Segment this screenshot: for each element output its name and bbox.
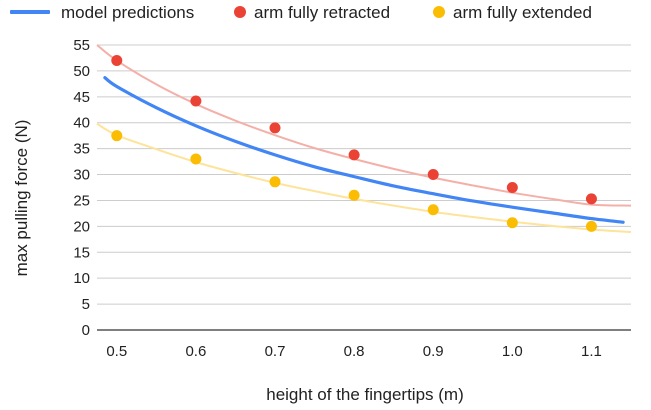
- legend: model predictions arm fully retracted arm …: [10, 3, 592, 22]
- y-tick-label: 50: [73, 63, 90, 80]
- point-arm-fully-retracted: [585, 193, 597, 205]
- point-arm-fully-retracted: [111, 55, 123, 67]
- y-tick-label: 0: [82, 322, 90, 339]
- point-arm-fully-extended: [427, 204, 439, 216]
- y-tick-label: 55: [73, 37, 90, 54]
- point-arm-fully-extended: [348, 189, 360, 201]
- data-points: [111, 55, 597, 232]
- y-tick-label: 35: [73, 141, 90, 158]
- point-arm-fully-extended: [111, 130, 123, 142]
- series-line-model-predictions: [103, 76, 625, 224]
- y-tick-label: 5: [82, 296, 90, 313]
- legend-swatch-model-predictions: [10, 10, 50, 14]
- point-arm-fully-retracted: [427, 169, 439, 181]
- x-tick-label: 0.5: [106, 343, 127, 360]
- point-arm-fully-retracted: [348, 149, 360, 161]
- trendlines: [96, 44, 632, 234]
- y-axis-title: max pulling force (N): [12, 120, 31, 277]
- legend-swatch-arm-fully-extended: [433, 6, 445, 18]
- x-tick-label: 0.8: [344, 343, 365, 360]
- trendline-arm-fully-retracted: [96, 44, 632, 207]
- legend-label-arm-fully-extended: arm fully extended: [453, 3, 592, 22]
- x-tick-label: 0.9: [423, 343, 444, 360]
- y-tick-label: 15: [73, 244, 90, 261]
- y-tick-label: 30: [73, 167, 90, 184]
- point-arm-fully-extended: [269, 176, 281, 188]
- legend-label-model-predictions: model predictions: [61, 3, 194, 22]
- point-arm-fully-retracted: [190, 95, 202, 107]
- point-arm-fully-retracted: [269, 122, 281, 134]
- y-tick-label: 10: [73, 270, 90, 287]
- point-arm-fully-extended: [190, 153, 202, 165]
- x-tick-label: 0.6: [185, 343, 206, 360]
- x-tick-label: 1.0: [502, 343, 523, 360]
- point-arm-fully-retracted: [506, 182, 518, 193]
- x-tick-label: 0.7: [265, 343, 286, 360]
- y-tick-label: 20: [73, 218, 90, 235]
- x-tick-label: 1.1: [581, 343, 602, 360]
- gridlines: [97, 44, 631, 305]
- y-tick-label: 45: [73, 89, 90, 106]
- model-line: [103, 76, 625, 224]
- point-arm-fully-extended: [506, 217, 518, 229]
- point-arm-fully-extended: [585, 220, 597, 232]
- y-tick-label: 25: [73, 192, 90, 209]
- tick-labels: 0 5 10 15 20 25 30 35 40 45 50 55 0.5 0.6 0.7 0.8 0.9 1.0…: [73, 37, 602, 360]
- legend-label-arm-fully-retracted: arm fully retracted: [254, 3, 390, 22]
- legend-swatch-arm-fully-retracted: [234, 6, 246, 18]
- x-axis-title: height of the fingertips (m): [266, 385, 463, 404]
- y-tick-label: 40: [73, 115, 90, 132]
